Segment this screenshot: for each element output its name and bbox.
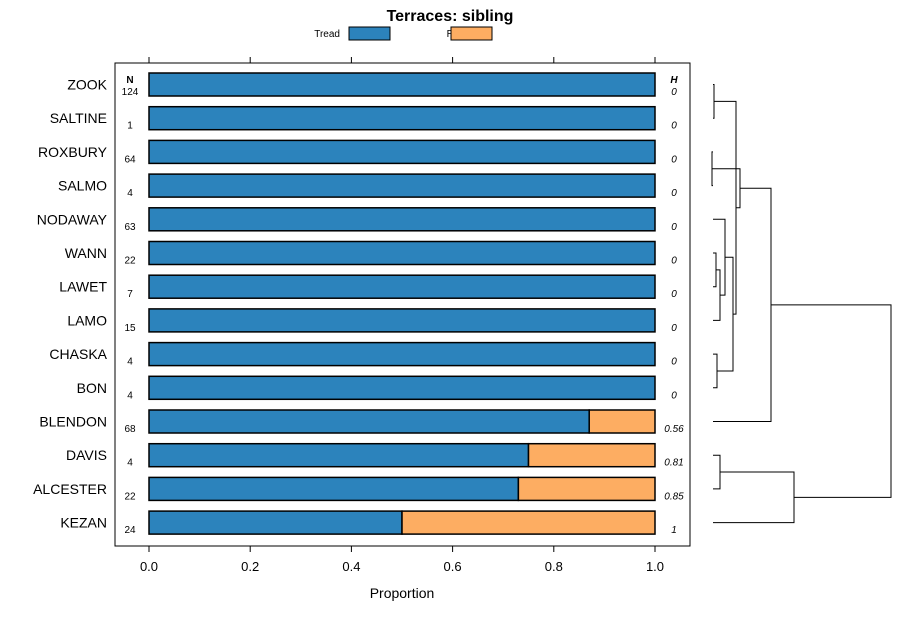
dendrogram-branch <box>713 353 718 389</box>
n-value: 63 <box>124 222 136 233</box>
bar-tread <box>148 139 656 165</box>
x-tick-label: 0.4 <box>342 559 360 574</box>
x-tick-label: 1.0 <box>646 559 664 574</box>
soil-label: KEZAN <box>60 515 107 531</box>
dendrogram-branch <box>713 252 717 288</box>
bar-tread <box>148 510 403 535</box>
soil-label: NODAWAY <box>37 211 108 227</box>
soil-label: ROXBURY <box>38 144 108 160</box>
soil-label: ZOOK <box>67 77 107 93</box>
bar-tread <box>148 240 656 266</box>
dendrogram-branch <box>771 304 892 498</box>
bar-riser <box>401 510 656 535</box>
h-value: 0.56 <box>664 424 684 435</box>
h-value: 0 <box>671 121 677 132</box>
dendrogram-branch <box>713 471 795 524</box>
h-value: 1 <box>671 525 677 536</box>
soil-label: LAWET <box>59 279 107 295</box>
h-header: H <box>670 75 678 86</box>
legend-label-tread: Tread <box>314 29 340 40</box>
soil-label: LAMO <box>67 312 107 328</box>
n-value: 24 <box>124 525 136 536</box>
dendrogram-branch <box>713 218 726 296</box>
n-value: 22 <box>124 256 136 267</box>
n-value: 4 <box>127 188 133 199</box>
h-value: 0.81 <box>664 458 683 469</box>
x-tick-label: 0.0 <box>140 559 158 574</box>
n-value: 4 <box>127 390 133 401</box>
soil-label: BLENDON <box>39 414 107 430</box>
h-value: 0 <box>671 289 677 300</box>
soil-label: DAVIS <box>66 447 107 463</box>
dendrogram <box>711 84 892 524</box>
legend-swatch-tread <box>348 26 391 41</box>
x-tick-label: 0.2 <box>241 559 259 574</box>
h-value: 0 <box>671 154 677 165</box>
x-tick-label: 0.8 <box>545 559 563 574</box>
bar-tread <box>148 274 656 299</box>
n-value: 124 <box>122 87 139 98</box>
bar-tread <box>148 207 656 232</box>
soil-label: CHASKA <box>49 346 107 362</box>
bar-tread <box>148 341 656 367</box>
n-value: 1 <box>127 121 133 132</box>
n-header: N <box>126 75 133 86</box>
bar-tread <box>148 442 530 468</box>
h-value: 0.85 <box>664 491 684 502</box>
bar-tread <box>148 105 656 131</box>
h-value: 0 <box>671 87 677 98</box>
h-value: 0 <box>671 188 677 199</box>
dendrogram-branch <box>713 454 721 490</box>
dendrogram-branch <box>713 187 772 422</box>
legend: TreadRiser <box>314 26 493 41</box>
h-value: 0 <box>671 323 677 334</box>
legend-swatch-riser <box>450 26 493 41</box>
n-value: 4 <box>127 357 133 368</box>
soil-label: ALCESTER <box>33 481 107 497</box>
h-value: 0 <box>671 357 677 368</box>
n-value: 4 <box>127 458 133 469</box>
h-value: 0 <box>671 222 677 233</box>
n-value: 7 <box>127 289 133 300</box>
plot-frame <box>114 62 691 547</box>
bar-riser <box>517 476 656 502</box>
dendrogram-branch <box>713 84 715 119</box>
soil-label: WANN <box>65 245 107 261</box>
bar-tread <box>148 308 656 333</box>
n-value: 15 <box>124 323 136 334</box>
axes: 0.0 0.2 0.4 0.6 0.8 1.0 <box>140 57 664 574</box>
bar-tread <box>148 72 656 97</box>
h-value: 0 <box>671 390 677 401</box>
n-value: 22 <box>124 491 136 502</box>
soil-label: BON <box>77 380 107 396</box>
bar-tread <box>148 409 590 434</box>
bar-tread <box>148 476 520 502</box>
n-value: 68 <box>124 424 136 435</box>
soil-label: SALMO <box>58 178 107 194</box>
bar-riser <box>527 442 656 468</box>
soil-label: SALTINE <box>50 110 107 126</box>
bar-tread <box>148 375 656 401</box>
bar-riser <box>588 409 656 434</box>
x-tick-label: 0.6 <box>444 559 462 574</box>
h-value: 0 <box>671 256 677 267</box>
bar-tread <box>148 173 656 198</box>
x-axis-title: Proportion <box>370 585 435 601</box>
n-value: 64 <box>124 154 136 165</box>
chart-title: Terraces: sibling <box>387 8 514 25</box>
